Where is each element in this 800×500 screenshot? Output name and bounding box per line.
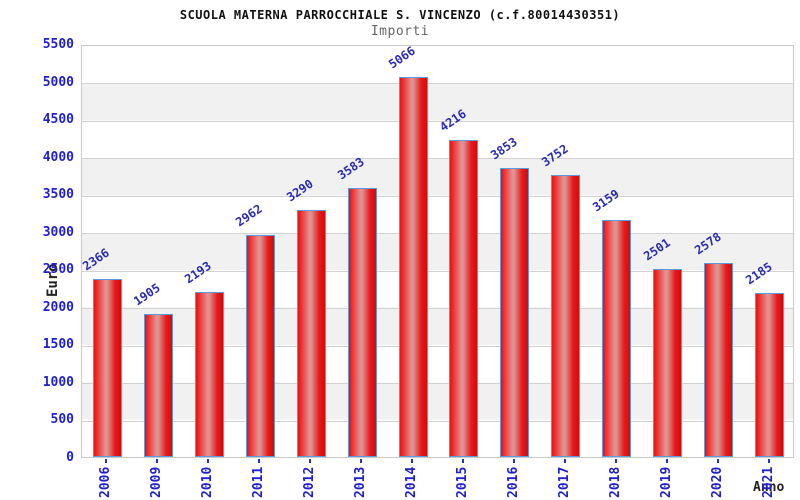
x-tick-label: 2009	[149, 466, 165, 498]
x-tick-mark	[309, 459, 312, 463]
bar	[551, 175, 581, 457]
gridline	[82, 158, 793, 160]
x-tick-mark	[563, 459, 566, 463]
x-tick-label: 2017	[556, 466, 572, 498]
x-tick-label: 2018	[607, 466, 623, 498]
bar	[143, 313, 173, 457]
bar	[500, 167, 530, 457]
y-tick-label: 2500	[42, 262, 74, 278]
bar	[755, 292, 785, 457]
x-tick-label: 2015	[454, 466, 470, 498]
x-tick-mark	[258, 459, 261, 463]
bar	[92, 279, 122, 457]
x-tick-label: 2016	[505, 466, 521, 498]
y-tick-label: 5000	[42, 74, 74, 90]
gridline	[82, 420, 793, 422]
gridline	[82, 383, 793, 385]
x-tick-label: 2013	[353, 466, 369, 498]
chart-title: SCUOLA MATERNA PARROCCHIALE S. VINCENZO …	[179, 8, 621, 22]
y-tick-label: 2000	[42, 299, 74, 315]
bar	[245, 234, 275, 457]
gridline	[82, 195, 793, 197]
x-tick-label: 2006	[98, 466, 114, 498]
x-tick-label: 2012	[302, 466, 318, 498]
plot-area	[81, 45, 794, 458]
gridline	[82, 233, 793, 235]
gridline	[82, 83, 793, 85]
x-tick-label: 2019	[658, 466, 674, 498]
y-tick-label: 4000	[42, 149, 74, 165]
gridline	[82, 270, 793, 272]
gridline	[82, 308, 793, 310]
y-tick-label: 3000	[42, 224, 74, 240]
x-tick-label: 2010	[200, 466, 216, 498]
x-axis-title: Anno	[753, 480, 785, 495]
x-tick-label: 2014	[404, 466, 420, 498]
y-tick-label: 1000	[42, 374, 74, 390]
bar	[296, 209, 326, 457]
x-tick-mark	[207, 459, 210, 463]
y-tick-label: 1500	[42, 337, 74, 353]
x-tick-mark	[105, 459, 108, 463]
bar	[449, 140, 479, 457]
y-tick-label: 3500	[42, 187, 74, 203]
x-tick-label: 2021	[760, 466, 776, 498]
x-tick-mark	[156, 459, 159, 463]
x-tick-mark	[767, 459, 770, 463]
bar	[704, 263, 734, 457]
x-tick-mark	[411, 459, 414, 463]
bar	[347, 187, 377, 457]
gridline	[82, 120, 793, 122]
y-tick-label: 0	[66, 450, 74, 465]
chart-subtitle: Importi	[370, 24, 430, 39]
y-tick-label: 500	[50, 412, 74, 428]
x-tick-mark	[716, 459, 719, 463]
bar	[194, 292, 224, 457]
bar	[653, 269, 683, 457]
x-tick-mark	[360, 459, 363, 463]
x-tick-mark	[461, 459, 464, 463]
y-tick-label: 5500	[42, 37, 74, 52]
x-tick-mark	[665, 459, 668, 463]
bar	[602, 219, 632, 457]
y-tick-label: 4500	[42, 112, 74, 128]
x-tick-mark	[614, 459, 617, 463]
x-tick-mark	[512, 459, 515, 463]
bar	[398, 76, 428, 457]
gridline	[82, 345, 793, 347]
x-tick-label: 2020	[709, 466, 725, 498]
x-tick-label: 2011	[251, 466, 267, 498]
